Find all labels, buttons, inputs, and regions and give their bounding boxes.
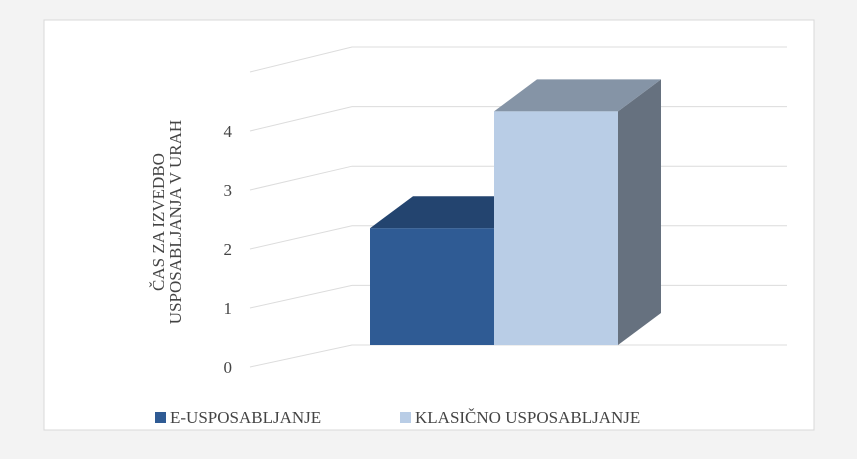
y-tick-label: 3	[224, 181, 233, 200]
grid-line	[249, 46, 787, 73]
bar-side	[618, 79, 661, 346]
y-tick-label: 0	[224, 358, 233, 377]
legend-label: KLASIČNO USPOSABLJANJE	[415, 408, 640, 427]
bar	[370, 228, 494, 345]
y-tick-label: 4	[224, 122, 233, 141]
legend-swatch	[155, 412, 166, 423]
y-tick-label: 1	[224, 299, 233, 318]
y-axis-title-line: USPOSABLJANJA V URAH	[166, 120, 185, 324]
y-tick-label: 2	[224, 240, 233, 259]
bar-top	[494, 79, 661, 112]
legend-label: E-USPOSABLJANJE	[170, 408, 321, 427]
grid-line	[249, 344, 787, 368]
y-axis-title-line: ČAS ZA IZVEDBO	[149, 153, 168, 291]
bar	[494, 111, 618, 346]
legend-swatch	[400, 412, 411, 423]
